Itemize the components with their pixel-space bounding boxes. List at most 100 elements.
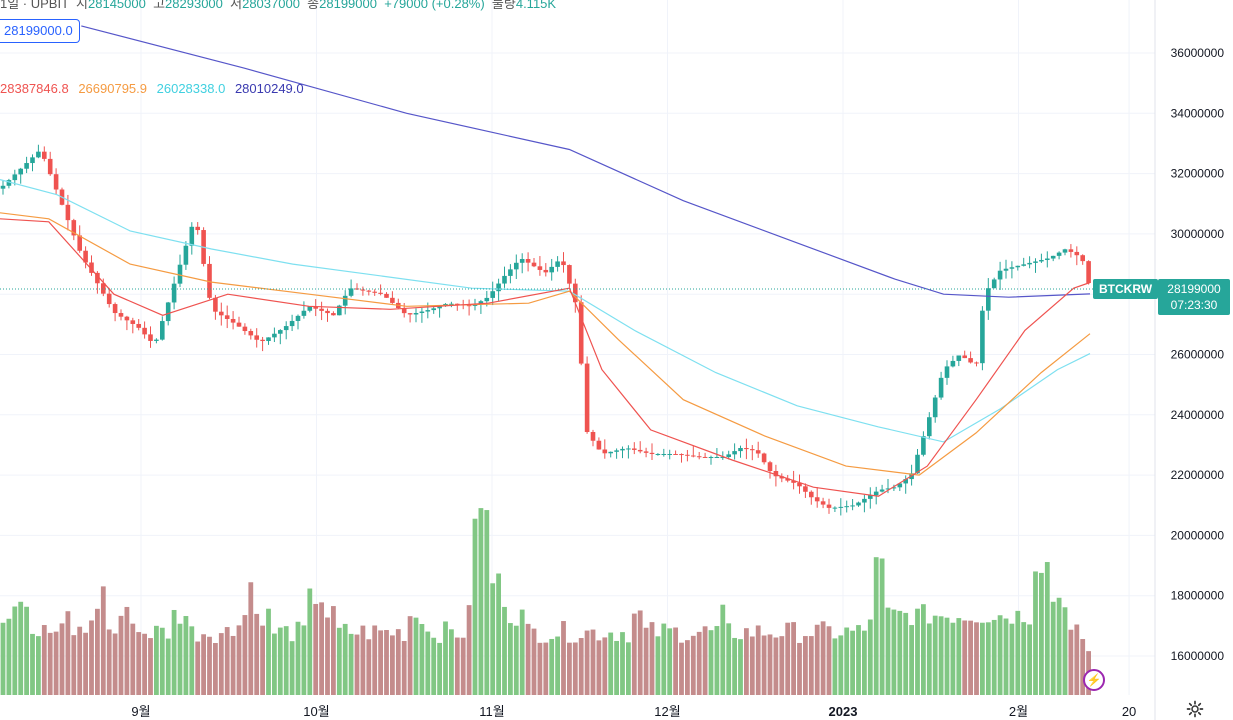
candle-body (814, 497, 820, 502)
lightning-icon[interactable]: ⚡ (1083, 669, 1105, 691)
candle-body (83, 250, 88, 263)
candle-body (342, 295, 348, 306)
time-tick-label: 12월 (654, 704, 680, 719)
volume-bar (242, 615, 248, 695)
volume-bar (183, 616, 189, 695)
time-tick-label: 9월 (131, 704, 150, 719)
volume-bar (89, 620, 94, 695)
candle-body (337, 305, 342, 316)
candle-body (720, 457, 726, 459)
volume-bar (555, 636, 560, 695)
candle-body (809, 491, 814, 498)
candle-body (1009, 267, 1015, 269)
candle-body (1045, 258, 1050, 260)
candle-body (856, 502, 861, 506)
candle-body (1033, 261, 1038, 263)
volume-bar (496, 573, 501, 695)
low-label: 저 (230, 0, 243, 11)
candle-body (885, 488, 891, 490)
volume-bar (325, 617, 330, 695)
candle-body (514, 262, 519, 270)
volume-bar (106, 629, 112, 695)
volume-bar (77, 626, 83, 695)
volume-bar (224, 627, 230, 695)
volume-bar (696, 631, 702, 695)
volume-bar (779, 636, 785, 695)
price-axis[interactable]: 16000000 18000000 20000000 22000000 24000000… (1171, 46, 1225, 663)
volume-bar (266, 608, 271, 695)
volume-bar (885, 607, 891, 695)
candle-body (614, 450, 619, 452)
price-input-box[interactable]: 28199000.0 (0, 19, 80, 43)
volume-bar (395, 629, 401, 695)
candle-body (248, 331, 254, 336)
volume-bar (803, 636, 808, 695)
candle-body (755, 450, 761, 454)
volume-bar (148, 638, 153, 695)
candle-body (449, 303, 454, 305)
candle-body (401, 308, 407, 314)
candle-body (714, 457, 720, 459)
volume-bar (1050, 601, 1056, 695)
volume-bar (130, 623, 136, 695)
candle-body (921, 436, 926, 455)
close-value: 28199000 (319, 0, 377, 11)
volume-bar (549, 638, 555, 695)
volume-bar (1021, 622, 1027, 695)
volume-bar (401, 640, 407, 695)
volume-bar (850, 630, 855, 695)
volume-bar (525, 623, 531, 695)
volume-bar (24, 606, 29, 695)
candle-body (708, 457, 714, 459)
volume-bar (932, 615, 938, 695)
volume-bar (537, 642, 543, 695)
price-tick-label: 20000000 (1171, 528, 1225, 542)
candle-body (525, 259, 531, 263)
volume-bar (767, 634, 773, 695)
volume-bar (702, 626, 708, 695)
candle-body (803, 486, 808, 492)
grid-lines (0, 0, 1156, 720)
candle-body (673, 453, 678, 455)
candle-body (655, 453, 661, 455)
volume-bar (1074, 624, 1080, 695)
ma1-line (0, 218, 1091, 497)
volume-bar (213, 642, 218, 695)
volume-bar (726, 623, 732, 695)
candle-body (1003, 268, 1009, 271)
symbol-interval: 1일 · UPBIT (0, 0, 69, 11)
candle-body (726, 454, 731, 458)
candle-body (124, 316, 130, 321)
volume-bar (449, 629, 454, 695)
volume-bar (814, 624, 820, 695)
time-axis[interactable]: 9월 10월 11월 12월 2023 2월 20 (131, 704, 1136, 719)
candle-body (549, 266, 554, 273)
volume-bar (873, 557, 879, 695)
volume-bar (584, 630, 590, 695)
ma4-value: 28010249.0 (234, 81, 304, 96)
candle-body (932, 397, 938, 418)
volume-bar (791, 622, 796, 695)
candle-body (761, 453, 767, 463)
ticker-label: BTCKRW (1093, 279, 1159, 299)
candle-body (160, 321, 165, 340)
candle-body (266, 337, 271, 342)
volume-bar (897, 610, 903, 695)
volume-bars (0, 508, 1091, 695)
volume-bar (124, 606, 130, 695)
volume-bar (614, 640, 619, 695)
candle-body (112, 304, 118, 314)
volume-bar (637, 610, 643, 695)
candle-body (956, 355, 962, 361)
candle-body (319, 308, 324, 311)
gear-icon[interactable] (1186, 700, 1204, 718)
volume-bar (454, 637, 460, 695)
volume-bar (1044, 562, 1050, 695)
volume-bar (921, 604, 926, 695)
price-tick-label: 34000000 (1171, 106, 1225, 120)
volume-bar (879, 558, 885, 695)
volume-bar (980, 622, 985, 695)
volume-bar (118, 615, 124, 695)
volume-bar (431, 637, 437, 695)
